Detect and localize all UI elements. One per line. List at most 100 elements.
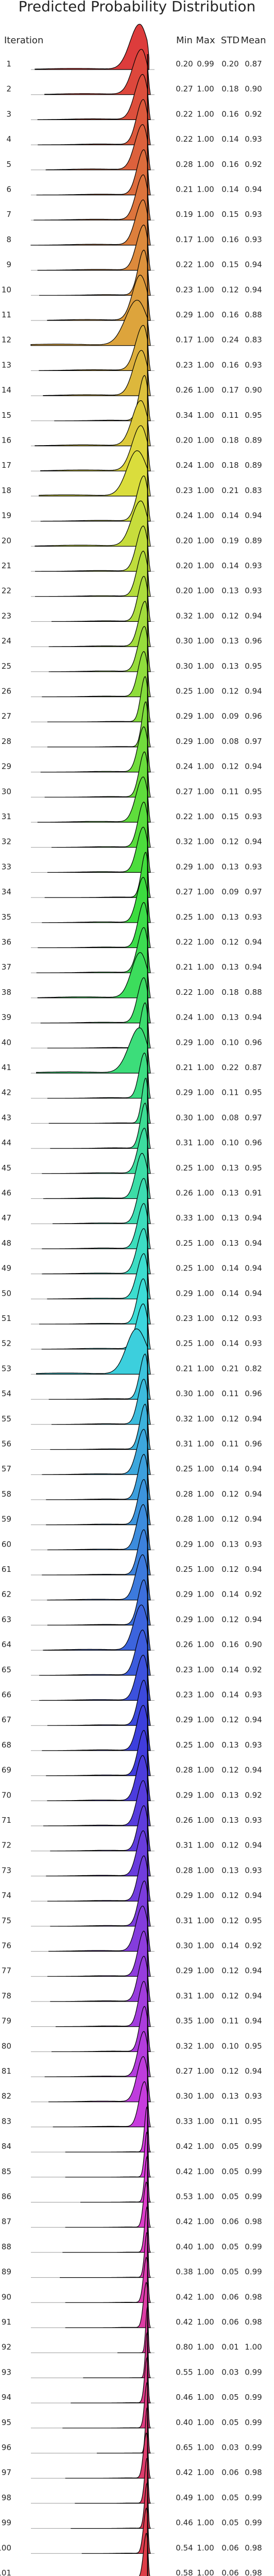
min-value: 0.22 <box>176 109 193 118</box>
mean-value: 0.97 <box>245 1113 262 1122</box>
iteration-label: 89 <box>2 2267 11 2277</box>
mean-value: 0.98 <box>245 2468 262 2477</box>
std-value: 0.18 <box>221 436 238 445</box>
min-value: 0.28 <box>176 1866 193 1875</box>
max-value: 1.00 <box>197 1113 214 1122</box>
max-value: 1.00 <box>197 411 214 420</box>
ridge-85 <box>31 2132 155 2177</box>
std-value: 0.09 <box>221 711 238 721</box>
iteration-label: 94 <box>2 2393 11 2402</box>
max-value: 1.00 <box>197 1640 214 1649</box>
std-value: 0.12 <box>221 687 238 696</box>
std-value: 0.12 <box>221 1715 238 1724</box>
ridge-94 <box>31 2358 155 2403</box>
iteration-label: 26 <box>2 687 11 696</box>
std-value: 0.12 <box>221 1841 238 1850</box>
mean-value: 0.92 <box>245 1941 262 1951</box>
mean-value: 0.92 <box>245 1590 262 1599</box>
ridge-81 <box>31 2031 155 2077</box>
min-value: 0.25 <box>176 912 193 922</box>
min-value: 0.24 <box>176 461 193 470</box>
std-value: 0.14 <box>221 1941 238 1951</box>
std-value: 0.12 <box>221 1565 238 1574</box>
std-value: 0.14 <box>221 1464 238 1473</box>
ridge-90 <box>31 2258 155 2303</box>
ridge-87 <box>31 2182 155 2227</box>
ridge-99 <box>31 2483 155 2529</box>
mean-value: 0.95 <box>245 787 262 796</box>
iteration-label: 92 <box>2 2343 11 2352</box>
max-value: 1.00 <box>197 2217 214 2226</box>
max-value: 1.00 <box>197 210 214 219</box>
mean-value: 0.82 <box>245 1364 262 1373</box>
iteration-label: 18 <box>2 486 11 495</box>
max-value: 1.00 <box>197 1138 214 1147</box>
min-value: 0.65 <box>176 2443 193 2452</box>
iteration-label: 90 <box>2 2292 11 2301</box>
mean-value: 0.99 <box>245 2393 262 2402</box>
min-value: 0.29 <box>176 711 193 721</box>
iteration-label: 101 <box>0 2568 11 2576</box>
iteration-label: 73 <box>2 1866 11 1875</box>
min-value: 0.23 <box>176 1665 193 1674</box>
max-value: 1.00 <box>197 1615 214 1624</box>
min-value: 0.20 <box>176 59 193 69</box>
mean-value: 0.94 <box>245 1264 262 1273</box>
iteration-label: 71 <box>2 1816 11 1825</box>
max-value: 1.00 <box>197 2066 214 2076</box>
ridge-density <box>45 752 150 797</box>
std-value: 0.03 <box>221 2367 238 2377</box>
min-value: 0.19 <box>176 210 193 219</box>
std-value: 0.22 <box>221 1063 238 1072</box>
std-value: 0.14 <box>221 1665 238 1674</box>
min-value: 0.24 <box>176 1013 193 1022</box>
std-value: 0.06 <box>221 2217 238 2226</box>
ridge-density <box>62 2207 150 2252</box>
max-value: 1.00 <box>197 2367 214 2377</box>
mean-value: 0.94 <box>245 1213 262 1223</box>
max-value: 1.00 <box>197 2167 214 2176</box>
std-value: 0.15 <box>221 260 238 269</box>
iteration-label: 79 <box>2 2016 11 2026</box>
std-value: 0.05 <box>221 2518 238 2528</box>
max-column-header: Max <box>196 35 215 46</box>
mean-value: 0.93 <box>245 1539 262 1549</box>
min-value: 0.25 <box>176 1339 193 1348</box>
max-value: 1.00 <box>197 837 214 846</box>
std-value: 0.06 <box>221 2317 238 2327</box>
mean-value: 0.88 <box>245 988 262 997</box>
std-value: 0.05 <box>221 2167 238 2176</box>
min-value: 0.23 <box>176 1314 193 1323</box>
iteration-label: 58 <box>2 1489 11 1499</box>
max-value: 1.00 <box>197 185 214 194</box>
min-value: 0.21 <box>176 962 193 972</box>
iteration-label: 29 <box>2 762 11 771</box>
min-value: 0.34 <box>176 411 193 420</box>
iteration-label: 16 <box>2 436 11 445</box>
std-value: 0.06 <box>221 2543 238 2552</box>
iteration-label: 14 <box>2 385 11 395</box>
max-value: 1.00 <box>197 887 214 896</box>
max-value: 1.00 <box>197 2343 214 2352</box>
max-value: 1.00 <box>197 2443 214 2452</box>
max-value: 1.00 <box>197 1665 214 1674</box>
iteration-label: 49 <box>2 1264 11 1273</box>
min-value: 0.25 <box>176 1264 193 1273</box>
iteration-label: 57 <box>2 1464 11 1473</box>
std-value: 0.10 <box>221 2041 238 2050</box>
mean-value: 0.93 <box>245 1866 262 1875</box>
mean-value: 0.98 <box>245 2317 262 2327</box>
mean-value: 0.89 <box>245 536 262 545</box>
iteration-label: 85 <box>2 2167 11 2176</box>
mean-value: 0.98 <box>245 2543 262 2552</box>
iteration-label: 84 <box>2 2142 11 2151</box>
mean-value: 0.94 <box>245 1766 262 1775</box>
ridge-density <box>38 777 150 822</box>
mean-value: 0.89 <box>245 436 262 445</box>
std-value: 0.14 <box>221 134 238 144</box>
std-value: 0.12 <box>221 1891 238 1900</box>
min-value: 0.22 <box>176 988 193 997</box>
std-value: 0.12 <box>221 1916 238 1925</box>
std-value: 0.12 <box>221 938 238 947</box>
mean-value: 0.95 <box>245 1916 262 1925</box>
